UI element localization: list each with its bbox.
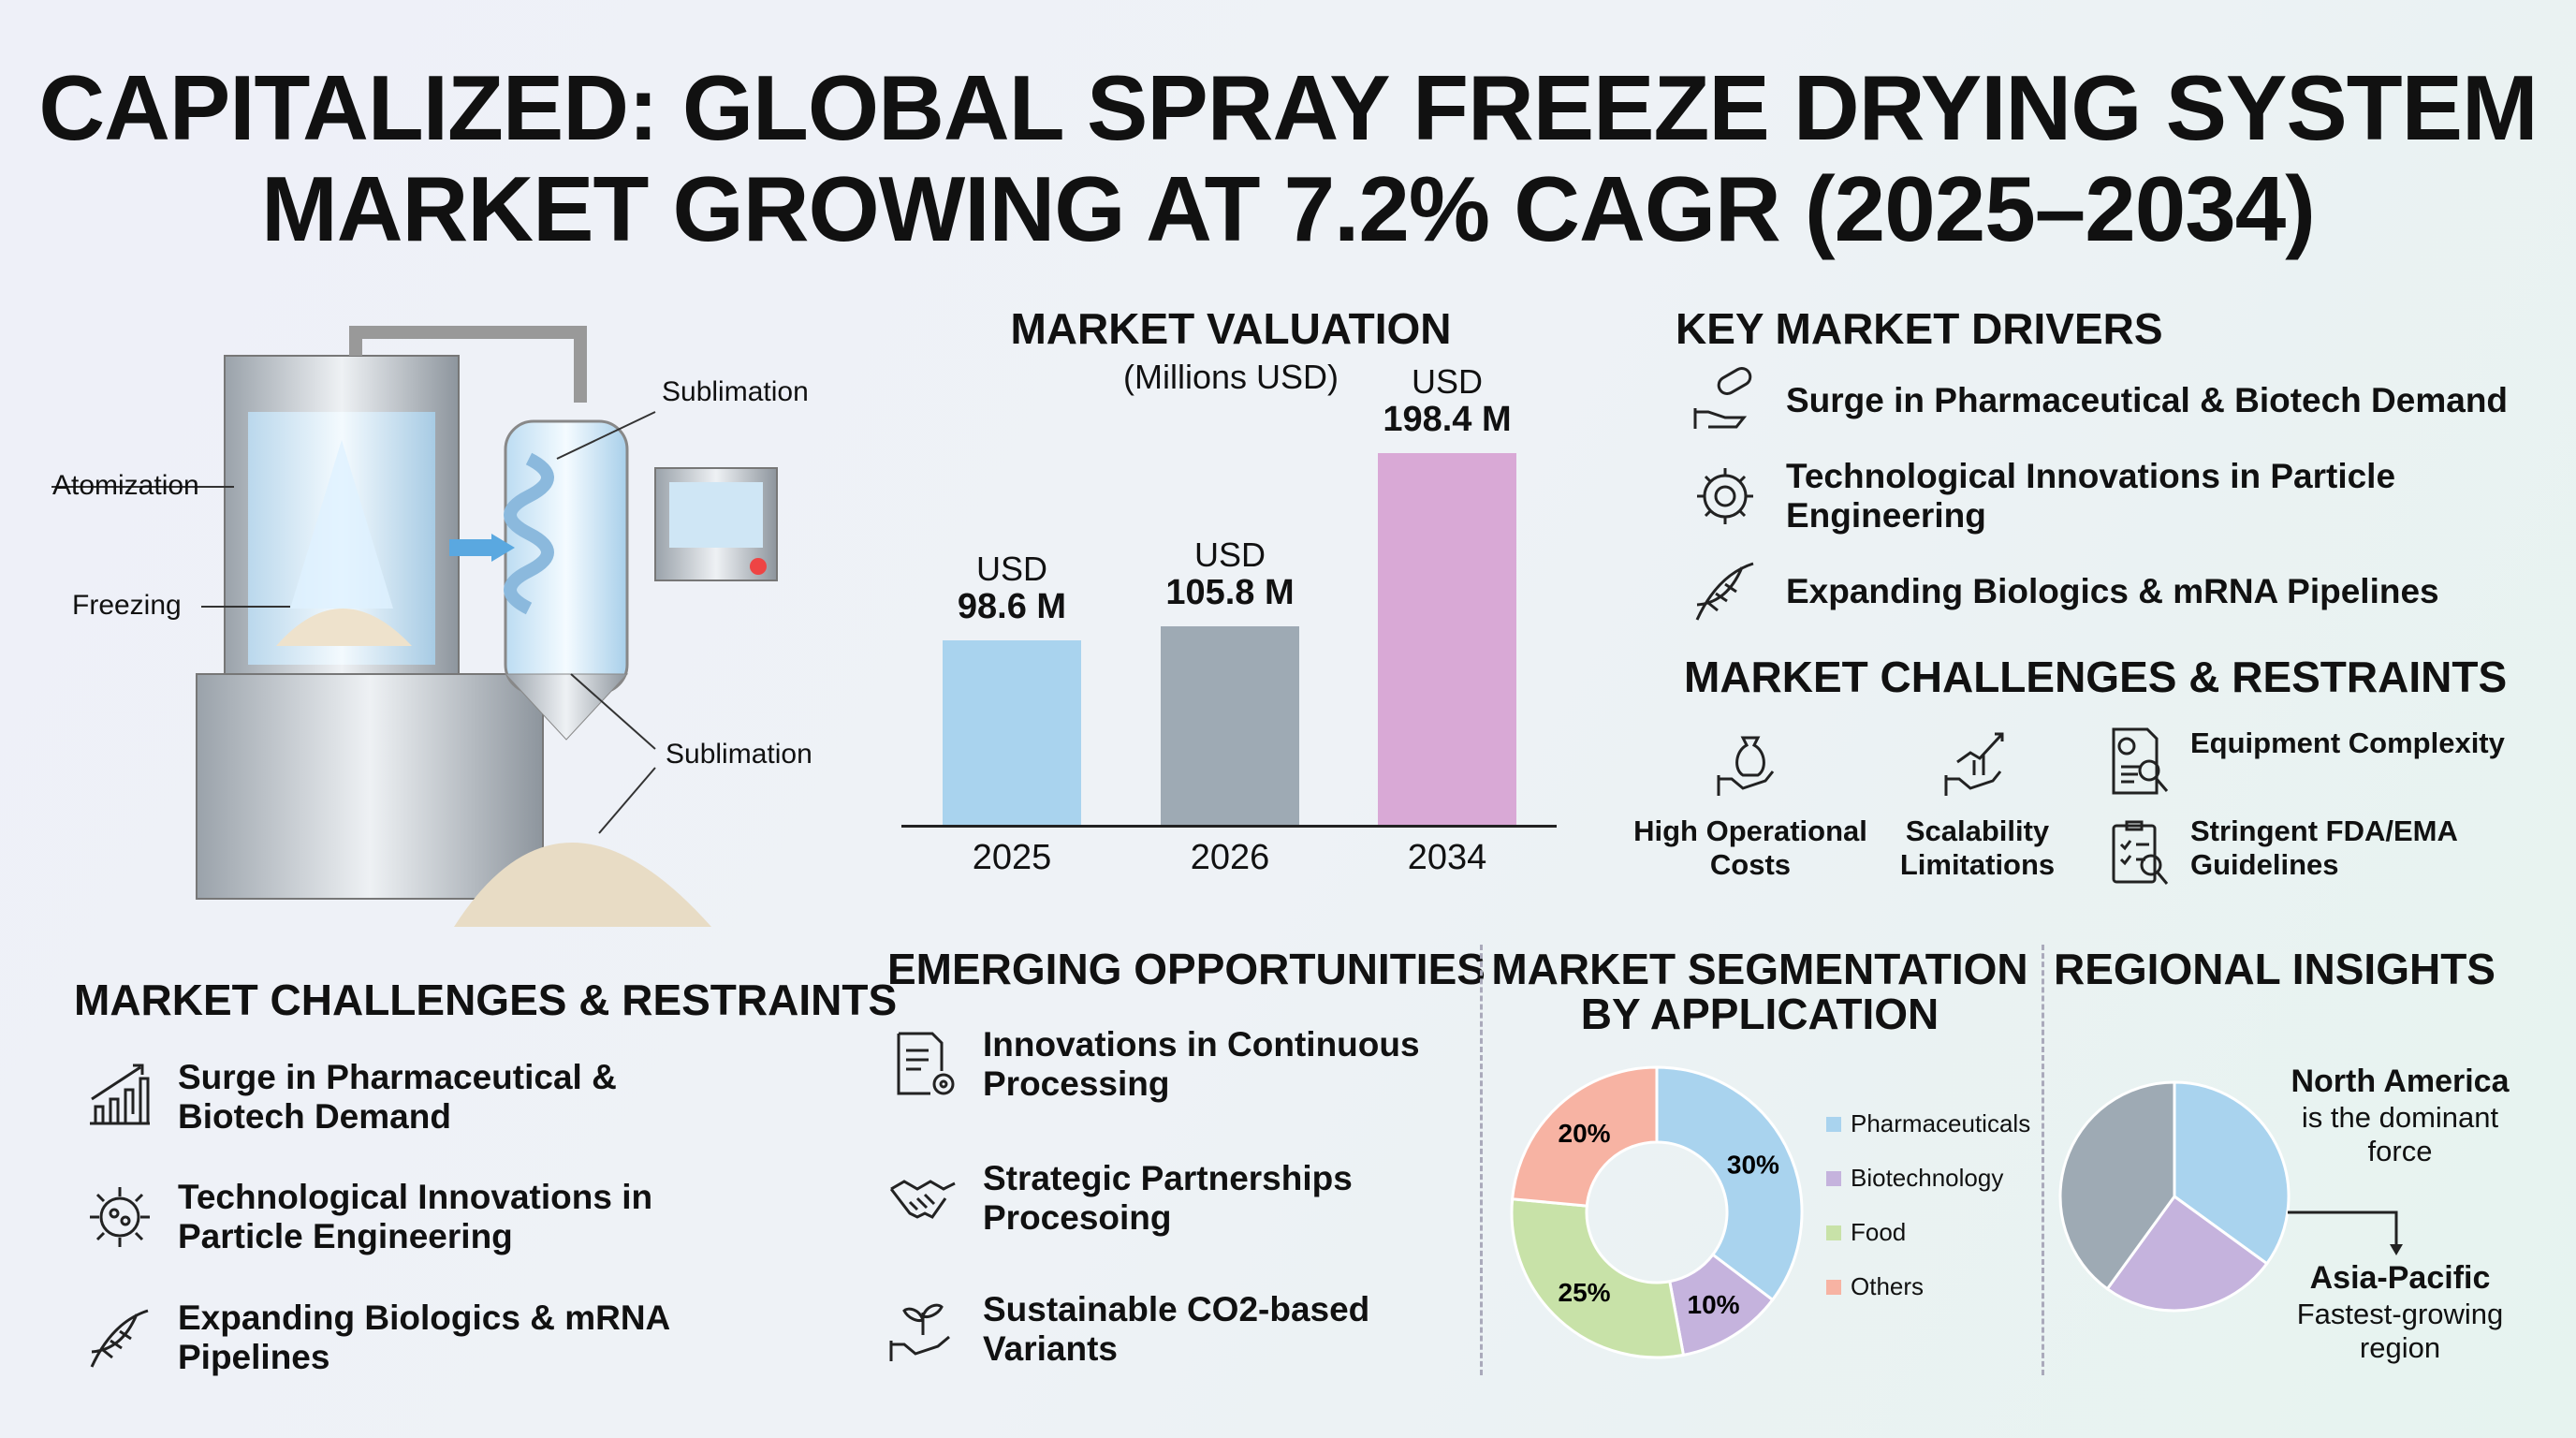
- driver-item: Technological Innovations in Particle En…: [1786, 457, 2396, 535]
- legend-label: Food: [1851, 1218, 1907, 1246]
- value-amount: 198.4 M: [1383, 400, 1512, 440]
- segmentation-title-1: MARKET SEGMENTATION: [1491, 945, 2028, 993]
- bar-2034: [1378, 453, 1516, 825]
- clipboard-check-icon: [2112, 820, 2169, 885]
- legend-item: Biotechnology: [1826, 1164, 2003, 1193]
- opportunity-item: Innovations in Continuous Processing: [983, 1025, 1420, 1103]
- divider: [2042, 945, 2044, 1375]
- slice-label: 25%: [1559, 1278, 1611, 1307]
- x-axis: [901, 825, 1557, 828]
- slice-asia-pacific: [2105, 1194, 2269, 1313]
- bar-value-label: USD 198.4 M: [1344, 362, 1550, 440]
- challenges-left-title: MARKET CHALLENGES & RESTRAINTS: [74, 976, 898, 1024]
- dna-icon: [1695, 562, 1754, 621]
- bar-2026: [1161, 626, 1299, 825]
- regional-title: REGIONAL INSIGHTS: [2054, 945, 2496, 993]
- opportunity-item: Sustainable CO2-based Variants: [983, 1290, 1370, 1368]
- slice-label: 30%: [1727, 1151, 1779, 1180]
- na-title: North America: [2291, 1064, 2510, 1099]
- legend-item: Pharmaceuticals: [1826, 1109, 2030, 1138]
- ap-title: Asia-Pacific: [2309, 1260, 2491, 1296]
- challenges-right-title: MARKET CHALLENGES & RESTRAINTS: [1684, 653, 2508, 701]
- legend-label: Biotechnology: [1851, 1164, 2004, 1192]
- plant-hand-icon: [889, 1303, 950, 1361]
- particle-gear-icon: [90, 1187, 150, 1247]
- slice-label: 10%: [1688, 1290, 1740, 1319]
- legend-label: Others: [1851, 1272, 1925, 1300]
- x-tick-label: 2034: [1407, 838, 1487, 877]
- legend-item: Others: [1826, 1272, 1924, 1301]
- legend-swatch: [1826, 1116, 1841, 1132]
- divider: [1480, 945, 1483, 1375]
- document-search-icon: [2112, 727, 2169, 795]
- label-sublimation-top: Sublimation: [662, 376, 809, 407]
- x-tick-label: 2025: [972, 838, 1052, 877]
- value-amount: 98.6 M: [957, 586, 1067, 626]
- title-line-2: MARKET GROWING AT 7.2% CAGR (2025–2034): [261, 157, 2316, 260]
- slice-label: 20%: [1559, 1119, 1611, 1148]
- regional-pie-chart: [2058, 1080, 2291, 1313]
- growth-chart-hand-icon: [1944, 732, 2004, 796]
- legend-label: Pharmaceuticals: [1851, 1109, 2031, 1137]
- segmentation-donut-chart: 30% 10% 25% 20%: [1510, 1065, 1804, 1359]
- bar-2025: [943, 639, 1081, 825]
- legend-swatch: [1826, 1170, 1841, 1186]
- pill-hand-icon: [1693, 367, 1752, 429]
- document-gear-icon: [897, 1032, 955, 1095]
- driver-item: Surge in Pharmaceutical & Biotech Demand: [1786, 381, 2509, 419]
- arrow-connector: [2288, 1211, 2403, 1255]
- value-prefix: USD: [1193, 536, 1266, 575]
- value-amount: 105.8 M: [1165, 573, 1295, 613]
- opportunities-title: EMERGING OPPORTUNITIES: [887, 945, 1486, 993]
- label-atomization: Atomization: [52, 470, 199, 501]
- slice-pharmaceuticals: [1655, 1065, 1804, 1302]
- dna-icon: [90, 1309, 149, 1368]
- challenge-item: Equipment Complexity: [2190, 726, 2505, 759]
- na-text: is the dominant force: [2301, 1101, 2499, 1167]
- bar-value-label: USD 105.8 M: [1127, 536, 1333, 613]
- opportunity-item: Strategic Partnerships Procesoing: [983, 1159, 1353, 1237]
- valuation-title: MARKET VALUATION: [1010, 304, 1452, 353]
- segmentation-title-2: BY APPLICATION: [1580, 990, 1939, 1038]
- legend-swatch: [1826, 1279, 1841, 1295]
- label-sublimation-bottom: Sublimation: [666, 739, 812, 770]
- ap-text: Fastest-growing region: [2296, 1298, 2504, 1364]
- handshake-icon: [889, 1180, 956, 1219]
- valuation-subtitle: (Millions USD): [1122, 358, 1339, 396]
- money-bag-hand-icon: [1717, 736, 1775, 796]
- value-prefix: USD: [1411, 362, 1483, 402]
- challenge-item: High Operational Costs: [1633, 814, 1867, 881]
- challenge-item: Scalability Limitations: [1899, 814, 2056, 881]
- legend-swatch: [1826, 1225, 1841, 1240]
- title-line-1: CAPITALIZED: GLOBAL SPRAY FREEZE DRYING …: [38, 56, 2538, 159]
- drivers-title: KEY MARKET DRIVERS: [1676, 304, 2163, 353]
- slice-food: [1510, 1197, 1686, 1359]
- challenge-left-item: Expanding Biologics & mRNA Pipelines: [178, 1299, 669, 1376]
- gear-particles-icon: [1697, 468, 1753, 524]
- legend-item: Food: [1826, 1218, 1906, 1247]
- challenge-item: Stringent FDA/EMA Guidelines: [2190, 814, 2457, 881]
- value-prefix: USD: [975, 549, 1047, 588]
- label-freezing: Freezing: [72, 590, 182, 621]
- bar-growth-icon: [90, 1064, 150, 1125]
- bar-value-label: USD 98.6 M: [909, 550, 1115, 625]
- challenge-left-item: Surge in Pharmaceutical & Biotech Demand: [178, 1058, 617, 1136]
- x-tick-label: 2026: [1190, 838, 1270, 877]
- slice-others: [1511, 1065, 1659, 1208]
- challenge-left-item: Technological Innovations in Particle En…: [178, 1178, 653, 1255]
- spray-freeze-dryer-illustration: [51, 326, 778, 927]
- slice-other: [2058, 1080, 2176, 1291]
- driver-item: Expanding Biologics & mRNA Pipelines: [1786, 572, 2439, 610]
- slice-north-america: [2173, 1080, 2291, 1266]
